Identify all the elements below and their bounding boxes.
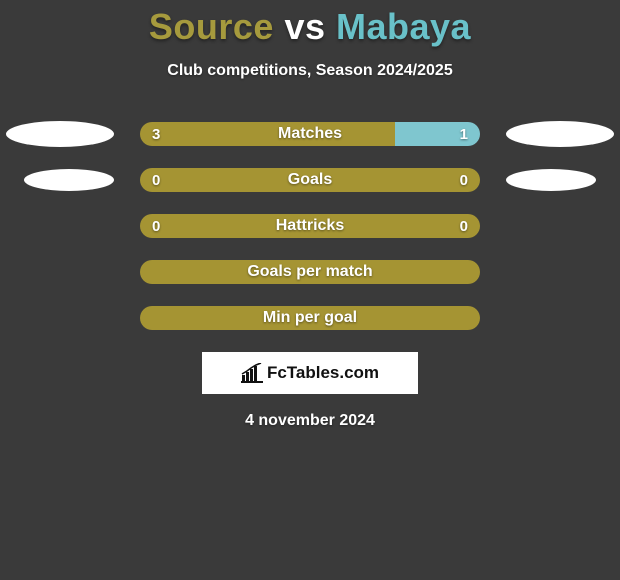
player2-ellipse (506, 169, 596, 191)
bar-segment-player1 (140, 214, 480, 238)
stat-row: Goals per match (0, 260, 620, 284)
bar-segment-player2 (395, 122, 480, 146)
page-title: Source vs Mabaya (0, 6, 620, 48)
bar-segment-player1 (140, 122, 395, 146)
title-vs: vs (284, 6, 325, 47)
stat-bar: 31Matches (140, 122, 480, 146)
brand-box[interactable]: FcTables.com (202, 352, 418, 394)
title-player1: Source (149, 6, 274, 47)
date-text: 4 november 2024 (0, 412, 620, 430)
stat-bar: 00Hattricks (140, 214, 480, 238)
stat-row: 00Goals (0, 168, 620, 192)
stat-bar: Min per goal (140, 306, 480, 330)
stat-row: Min per goal (0, 306, 620, 330)
brand-text: FcTables.com (267, 363, 379, 383)
chart-icon (241, 363, 263, 383)
stat-bar: Goals per match (140, 260, 480, 284)
stat-row: 00Hattricks (0, 214, 620, 238)
player2-ellipse (506, 121, 614, 147)
stat-rows: 31Matches 00Goals 00Hattricks Goals per mat… (0, 122, 620, 330)
player1-ellipse (24, 169, 114, 191)
stat-bar: 00Goals (140, 168, 480, 192)
bar-segment-player1 (140, 306, 480, 330)
bar-segment-player1 (140, 260, 480, 284)
stat-row: 31Matches (0, 122, 620, 146)
content: Source vs Mabaya Club competitions, Seas… (0, 0, 620, 430)
title-player2: Mabaya (336, 6, 471, 47)
subtitle: Club competitions, Season 2024/2025 (0, 62, 620, 80)
bar-segment-player1 (140, 168, 480, 192)
player1-ellipse (6, 121, 114, 147)
